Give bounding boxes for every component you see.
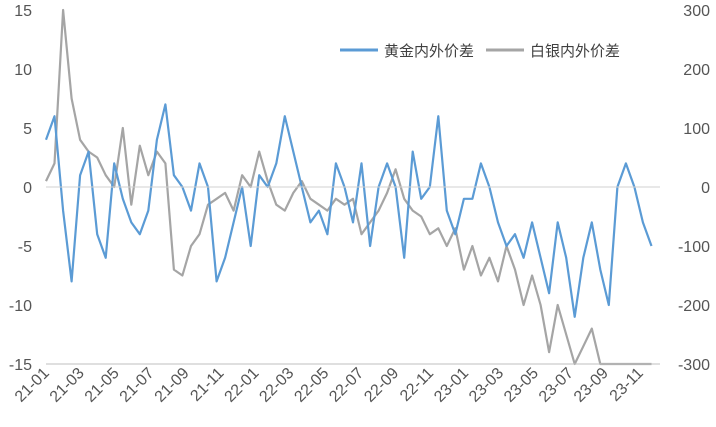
x-tick-label: 23-11 — [607, 365, 647, 405]
legend: 黄金内外价差 白银内外价差 — [340, 43, 620, 60]
x-tick-label: 22-03 — [256, 365, 297, 406]
y-left-tick-label: -15 — [9, 357, 32, 374]
x-tick-label: 21-03 — [47, 365, 88, 406]
x-tick-label: 21-07 — [117, 365, 158, 406]
y-left-tick-label: 10 — [14, 62, 32, 79]
x-tick-label: 23-07 — [536, 365, 577, 406]
x-tick-label: 22-09 — [361, 365, 402, 406]
y-left-tick-label: 15 — [14, 3, 32, 20]
y-right-tick-label: 300 — [683, 3, 710, 20]
x-tick-label: 22-07 — [326, 365, 367, 406]
x-tick-label: 23-09 — [571, 365, 612, 406]
y-axis-left-ticks: 15 10 5 0 -5 -10 -15 — [9, 3, 32, 374]
y-right-tick-label: -300 — [678, 357, 710, 374]
x-tick-label: 22-01 — [222, 365, 263, 406]
x-axis-ticks: 21-0121-0321-0521-0721-0921-1122-0122-03… — [12, 365, 647, 406]
y-right-tick-label: 100 — [683, 121, 710, 138]
y-left-tick-label: 5 — [23, 121, 32, 138]
x-tick-label: 22-11 — [397, 365, 437, 405]
x-tick-label: 23-01 — [431, 365, 472, 406]
series-line-gold — [44, 103, 653, 318]
series-lines — [44, 8, 653, 366]
x-tick-label: 21-11 — [187, 365, 227, 405]
legend-label-silver: 白银内外价差 — [530, 43, 620, 60]
y-right-tick-label: -100 — [678, 239, 710, 256]
y-left-tick-label: 0 — [23, 180, 32, 197]
y-left-tick-label: -5 — [18, 239, 32, 256]
x-tick-label: 23-03 — [466, 365, 507, 406]
y-right-tick-label: 0 — [701, 180, 710, 197]
x-tick-label: 21-09 — [152, 365, 193, 406]
y-left-tick-label: -10 — [9, 298, 32, 315]
legend-label-gold: 黄金内外价差 — [384, 43, 474, 60]
y-right-tick-label: -200 — [678, 298, 710, 315]
x-tick-label: 21-05 — [82, 365, 123, 406]
x-tick-label: 23-05 — [501, 365, 542, 406]
x-tick-label: 22-05 — [291, 365, 332, 406]
y-right-tick-label: 200 — [683, 62, 710, 79]
y-axis-right-ticks: 300 200 100 0 -100 -200 -300 — [678, 3, 710, 374]
